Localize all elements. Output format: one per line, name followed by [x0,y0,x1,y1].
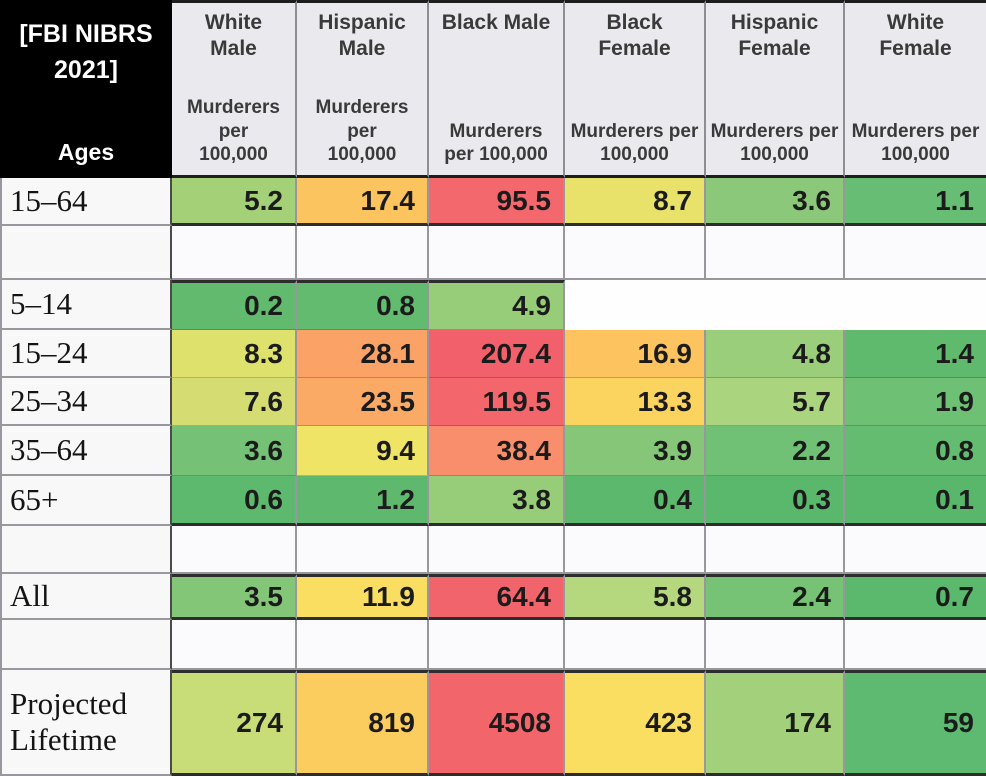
value-cell-projected-lifetime-black-female: 423 [565,670,706,776]
value-cell-15-64-white-female: 1.1 [845,178,986,226]
value-cell-35-64-white-female: 0.8 [845,426,986,476]
column-unit: Murderers per 100,000 [187,97,280,165]
value-cell-25-34-white-male: 7.6 [172,378,297,426]
value-cell-all-black-male: 64.4 [429,574,565,620]
value-cell-25-34-black-female: 13.3 [565,378,706,426]
spacer-row-label [0,226,172,280]
value-cell-65-white-female: 0.1 [845,476,986,526]
source-title: [FBI NIBRS 2021] [19,20,153,84]
row-label-65: 65+ [0,476,172,526]
column-header-hispanic-male: Hispanic Male Murderers per 100,000 [297,0,429,178]
column-label: White Male [204,11,263,61]
column-unit: Murderers per 100,000 [444,120,548,165]
spacer-cell [845,226,986,280]
column-label: Black Male [441,11,551,34]
column-unit: Murderers per 100,000 [315,97,409,165]
value-cell-35-64-black-female: 3.9 [565,426,706,476]
spacer-cell [429,526,565,574]
column-unit: Murderers per 100,000 [570,120,699,165]
spacer-cell [565,226,706,280]
value-cell-15-64-hispanic-male: 17.4 [297,178,429,226]
value-cell-15-64-white-male: 5.2 [172,178,297,226]
spacer-cell [172,226,297,280]
value-cell-25-34-hispanic-female: 5.7 [706,378,845,426]
value-cell-all-hispanic-female: 2.4 [706,574,845,620]
value-cell-35-64-hispanic-female: 2.2 [706,426,845,476]
value-cell-15-64-hispanic-female: 3.6 [706,178,845,226]
value-cell-5-14-hispanic-male: 0.8 [297,280,429,330]
value-cell-25-34-white-female: 1.9 [845,378,986,426]
column-header-white-female: White Female Murderers per 100,000 [845,0,986,178]
value-cell-15-24-white-female: 1.4 [845,330,986,378]
value-cell-35-64-hispanic-male: 9.4 [297,426,429,476]
spacer-cell [172,620,297,670]
value-cell-65-hispanic-male: 1.2 [297,476,429,526]
spacer-cell [172,526,297,574]
spacer-cell [706,226,845,280]
blank-cell [706,280,845,330]
column-header-white-male: White Male Murderers per 100,000 [172,0,297,178]
spacer-row-label [0,620,172,670]
value-cell-15-64-black-male: 95.5 [429,178,565,226]
row-label-15-24: 15–24 [0,330,172,378]
spacer-cell [429,226,565,280]
spacer-cell [297,226,429,280]
row-label-all: All [0,574,172,620]
value-cell-25-34-hispanic-male: 23.5 [297,378,429,426]
column-label: White Female [879,11,952,61]
value-cell-projected-lifetime-white-male: 274 [172,670,297,776]
value-cell-15-24-black-male: 207.4 [429,330,565,378]
value-cell-65-hispanic-female: 0.3 [706,476,845,526]
column-unit: Murderers per 100,000 [851,120,980,165]
value-cell-5-14-black-male: 4.9 [429,280,565,330]
value-cell-15-64-black-female: 8.7 [565,178,706,226]
column-unit: Murderers per 100,000 [710,120,839,165]
value-cell-15-24-hispanic-male: 28.1 [297,330,429,378]
value-cell-all-hispanic-male: 11.9 [297,574,429,620]
value-cell-65-black-male: 3.8 [429,476,565,526]
value-cell-15-24-hispanic-female: 4.8 [706,330,845,378]
row-label-15-64: 15–64 [0,178,172,226]
value-cell-all-white-female: 0.7 [845,574,986,620]
column-header-hispanic-female: Hispanic Female Murderers per 100,000 [706,0,845,178]
spacer-row-label [0,526,172,574]
column-header-black-male: Black Male Murderers per 100,000 [429,0,565,178]
spacer-cell [429,620,565,670]
table-corner-header: [FBI NIBRS 2021] Ages [0,0,172,178]
spacer-cell [706,526,845,574]
value-cell-65-black-female: 0.4 [565,476,706,526]
column-label: Hispanic Male [318,11,406,61]
spacer-cell [845,526,986,574]
value-cell-25-34-black-male: 119.5 [429,378,565,426]
value-cell-35-64-white-male: 3.6 [172,426,297,476]
ages-label: Ages [57,139,115,165]
value-cell-15-24-white-male: 8.3 [172,330,297,378]
spacer-cell [706,620,845,670]
blank-cell [845,280,986,330]
value-cell-projected-lifetime-hispanic-male: 819 [297,670,429,776]
value-cell-projected-lifetime-white-female: 59 [845,670,986,776]
column-header-black-female: Black Female Murderers per 100,000 [565,0,706,178]
row-label-projected-lifetime: Projected Lifetime [0,670,172,776]
row-label-35-64: 35–64 [0,426,172,476]
value-cell-projected-lifetime-black-male: 4508 [429,670,565,776]
spacer-cell [845,620,986,670]
value-cell-65-white-male: 0.6 [172,476,297,526]
value-cell-all-black-female: 5.8 [565,574,706,620]
value-cell-15-24-black-female: 16.9 [565,330,706,378]
column-label: Hispanic Female [730,11,819,61]
blank-cell [565,280,706,330]
spacer-cell [565,526,706,574]
spacer-cell [297,526,429,574]
value-cell-all-white-male: 3.5 [172,574,297,620]
row-label-5-14: 5–14 [0,280,172,330]
column-label: Black Female [598,11,671,61]
spacer-cell [565,620,706,670]
value-cell-5-14-white-male: 0.2 [172,280,297,330]
spacer-cell [297,620,429,670]
value-cell-projected-lifetime-hispanic-female: 174 [706,670,845,776]
row-label-25-34: 25–34 [0,378,172,426]
value-cell-35-64-black-male: 38.4 [429,426,565,476]
